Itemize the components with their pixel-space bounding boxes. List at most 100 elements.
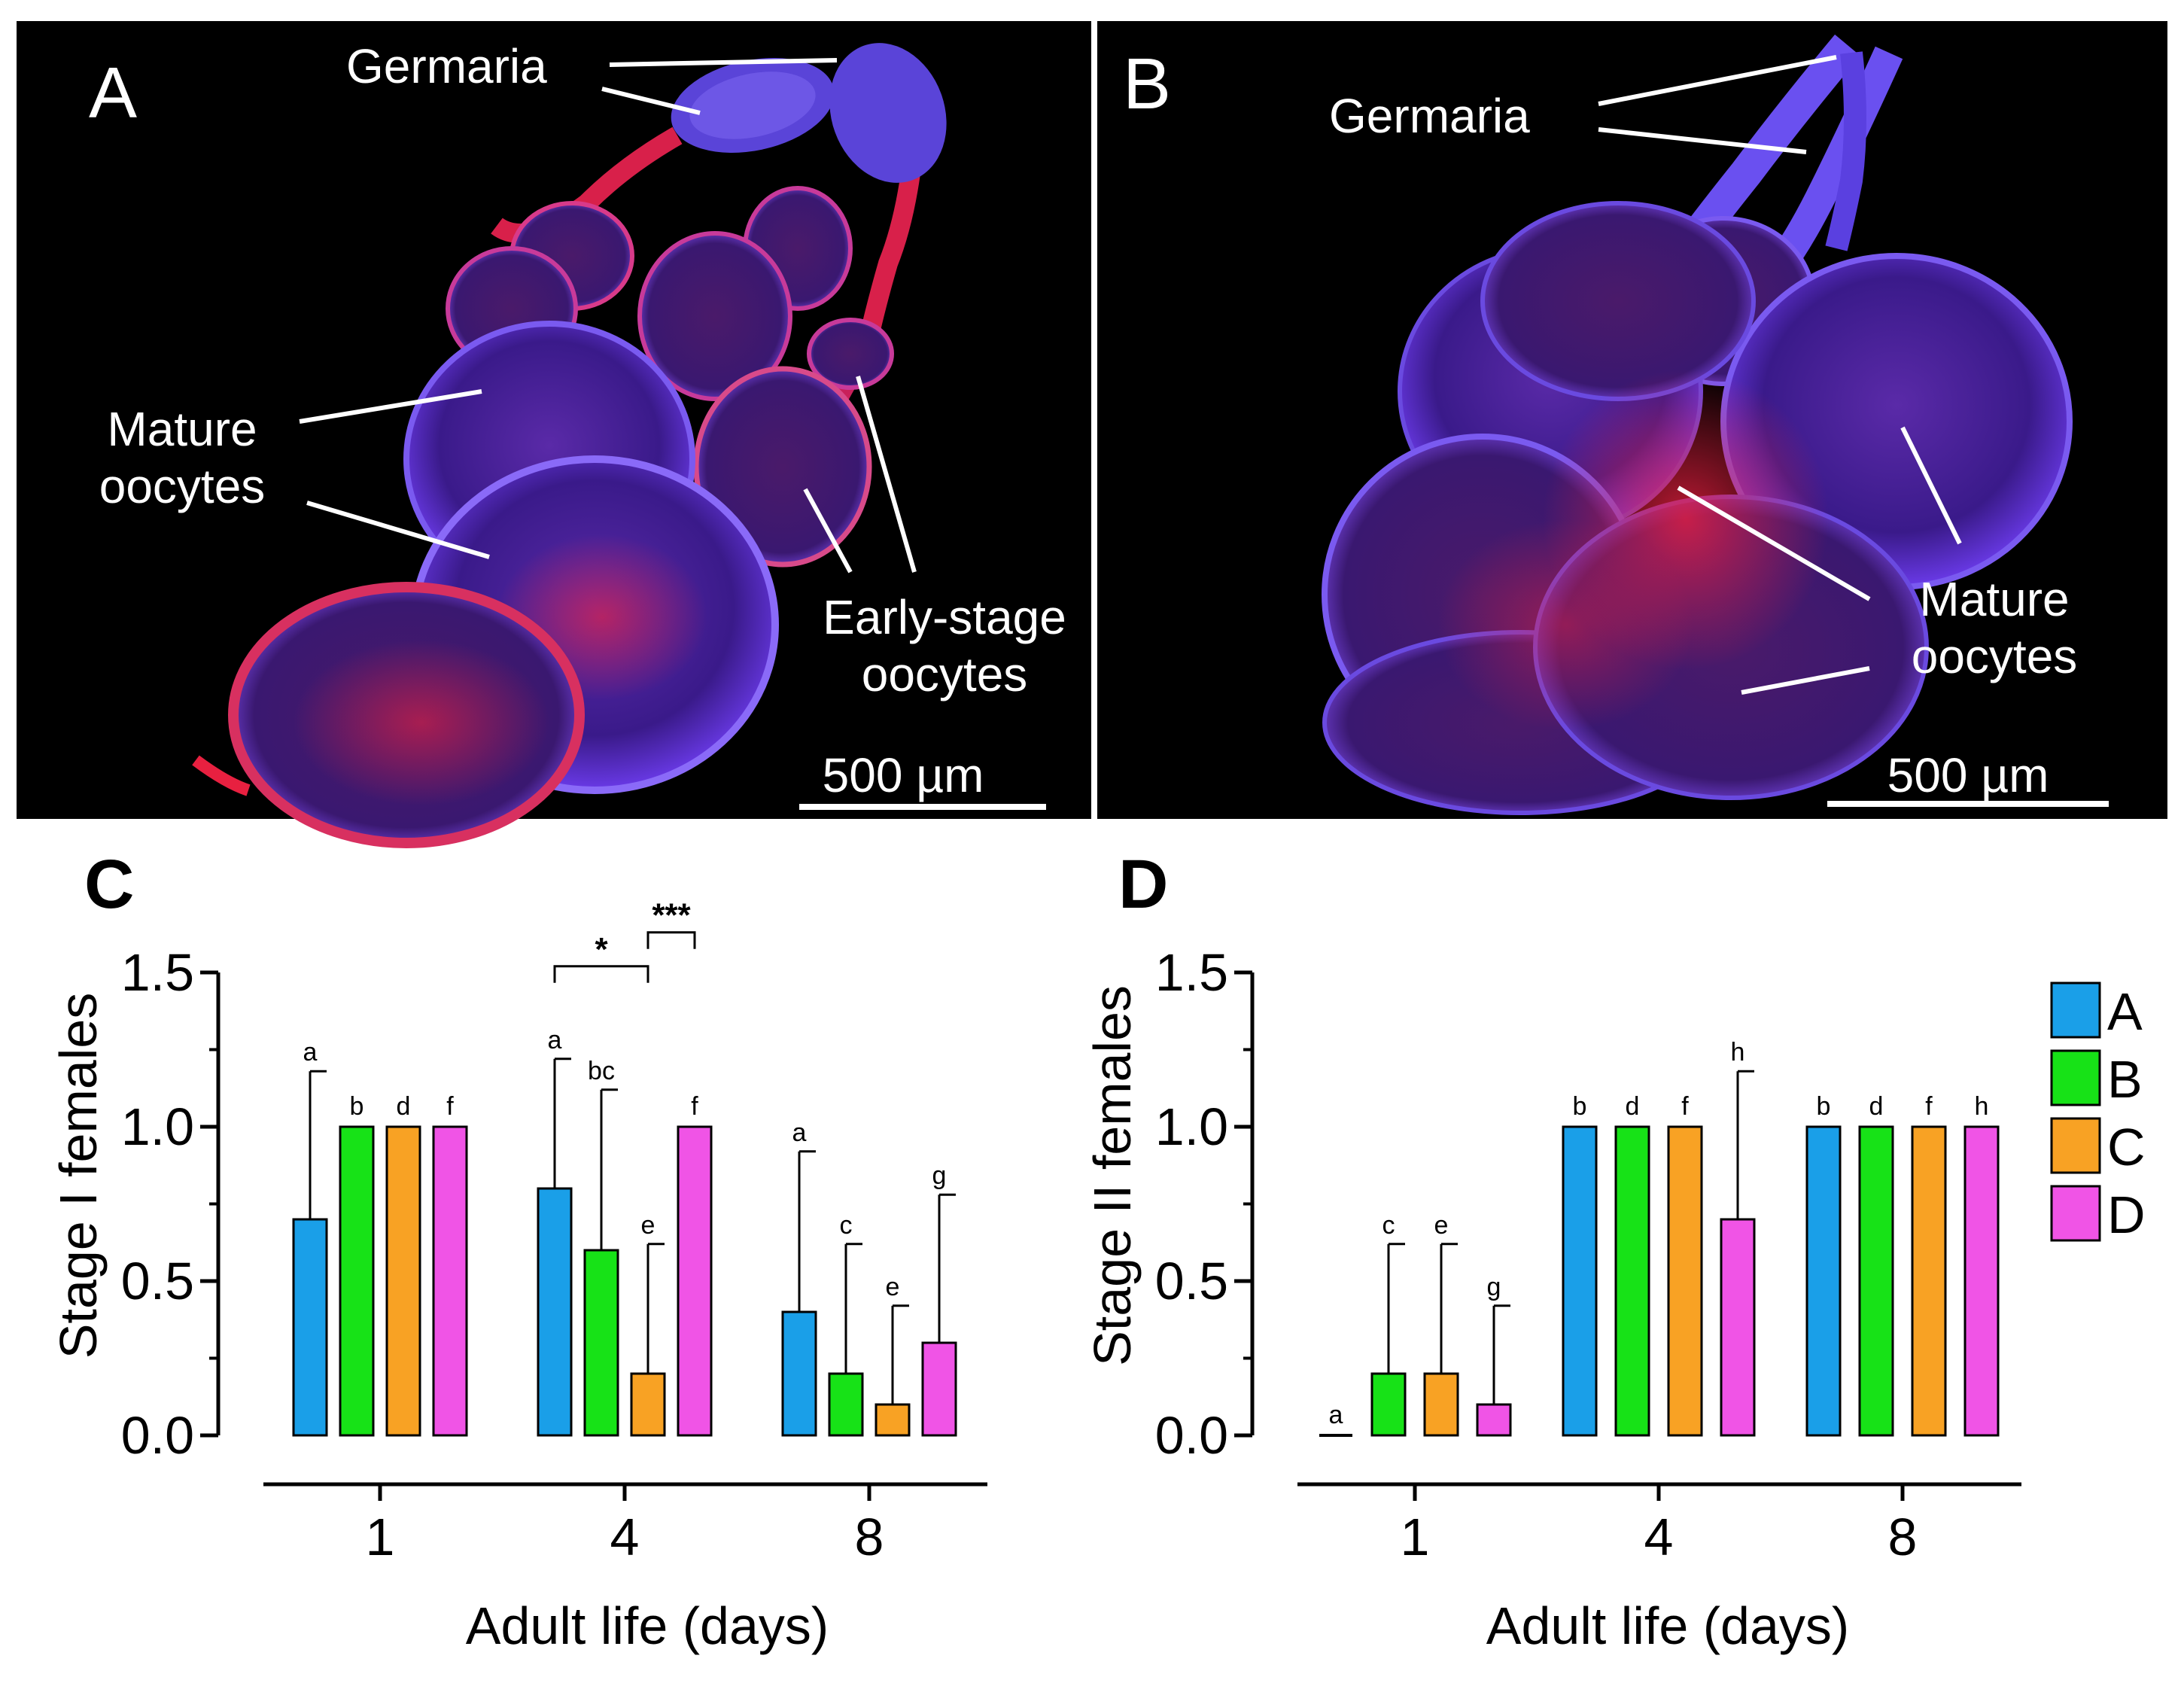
chart-c-bar-B-1 [339, 1125, 375, 1437]
legend-label-C: C [2107, 1118, 2146, 1176]
chart-c-y-tick-label: 1.5 [121, 943, 194, 1002]
chart-d-significance-letter: b [1573, 1092, 1587, 1121]
chart-c-significance-letter: c [840, 1211, 853, 1240]
panel-a-germaria-label: Germaria [346, 39, 547, 93]
chart-c-significance-letter: a [303, 1038, 318, 1067]
chart-c-x-tick-label: 1 [366, 1508, 395, 1566]
panel-a-pointer-lines [299, 58, 917, 574]
chart-d-significance-letter: g [1487, 1273, 1501, 1301]
chart-d-y-tick-label: 0.0 [1155, 1406, 1228, 1465]
chart-d-y-tick-label: 0.5 [1155, 1252, 1228, 1310]
chart-c-significance-stars: *** [652, 897, 691, 934]
chart-c-bar-B-8 [828, 1372, 864, 1437]
chart-d-significance-letter: f [1681, 1092, 1689, 1121]
panel-a-mature-label-line2: oocytes [99, 459, 266, 513]
chart-d-significance-letter: c [1382, 1211, 1395, 1240]
chart-d-x-tick-label: 4 [1644, 1508, 1674, 1566]
panel-b: B Germaria Mature oocytes 500 µm [1097, 21, 2167, 819]
panel-a-early-label-line1: Early-stage [823, 590, 1066, 644]
chart-c-significance-letter: f [691, 1092, 698, 1121]
chart-d-significance-letter: b [1817, 1092, 1831, 1121]
chart-c-significance-letter: b [350, 1092, 364, 1121]
chart-c-bar-D-8 [921, 1341, 957, 1437]
chart-c-y-tick-label: 0.0 [121, 1406, 194, 1465]
legend-swatch-D [2050, 1185, 2101, 1242]
chart-d-significance-letter: d [1869, 1092, 1884, 1121]
legend-label-A: A [2107, 982, 2143, 1041]
chart-c-significance-bracket [553, 965, 649, 983]
chart-c-x-tick-label: 8 [855, 1508, 884, 1566]
chart-c-y-tick-label: 1.0 [121, 1097, 194, 1156]
chart-d-significance-letter: e [1434, 1211, 1449, 1240]
chart-d-y-axis-label: Stage II females [1083, 985, 1142, 1366]
chart-c-significance-bracket [646, 931, 696, 949]
chart-c-significance-letter: a [548, 1026, 562, 1055]
chart-c-significance-letter: f [446, 1092, 454, 1121]
chart-d-significance-letter: d [1626, 1092, 1640, 1121]
chart-d-significance-letter: h [1975, 1092, 1989, 1121]
chart-c-significance-letter: d [397, 1092, 411, 1121]
chart-c-y-tick-label: 0.5 [121, 1252, 194, 1310]
chart-c-significance-letter: g [932, 1161, 947, 1190]
legend-label-B: B [2107, 1050, 2143, 1109]
chart-d-x-tick-label: 8 [1888, 1508, 1918, 1566]
chart-d-x-axis-label: Adult life (days) [1486, 1596, 1849, 1655]
panel-b-labels: B Germaria Mature oocytes 500 µm [1123, 44, 2077, 802]
chart-c-bar-D-1 [432, 1125, 468, 1437]
panel-b-scale-bar-label: 500 µm [1887, 748, 2049, 802]
chart-d-marks: 0.0 0.5 1.0 1.5 1 4 8 a b b c d d e f f g h h [1155, 943, 2021, 1566]
chart-d-bar-A-4 [1562, 1125, 1598, 1437]
chart-d-bar-B-8 [1858, 1125, 1894, 1437]
chart-d-y-tick-label: 1.0 [1155, 1097, 1228, 1156]
chart-c-bar-C-8 [875, 1403, 911, 1437]
chart-c-significance-letter: e [886, 1273, 900, 1301]
chart-c-bar-D-4 [677, 1125, 713, 1437]
panel-b-germaria-label: Germaria [1329, 89, 1530, 143]
chart-d-significance-letter: f [1925, 1092, 1933, 1121]
chart-d-bar-C-4 [1667, 1125, 1703, 1437]
panel-a-early-label-line2: oocytes [862, 647, 1028, 701]
chart-c-y-axis-label: Stage I females [49, 993, 108, 1359]
chart-c-bar-A-8 [781, 1310, 817, 1437]
chart-c-x-tick-label: 4 [610, 1508, 640, 1566]
legend-label-D: D [2107, 1185, 2146, 1244]
chart-d-bar-C-8 [1911, 1125, 1947, 1437]
chart-c: C Stage I females Adult life (days) 0.0 0… [49, 846, 987, 1655]
chart-c-significance-stars: * [595, 931, 608, 968]
panel-b-letter: B [1123, 44, 1171, 124]
panel-b-pointer-lines [1598, 55, 1962, 695]
chart-d-significance-letter: h [1731, 1038, 1745, 1067]
chart-d: D Stage II females Adult life (days) 0.0… [1083, 846, 2021, 1655]
chart-d-panel-letter: D [1118, 846, 1168, 923]
chart-c-bar-B-4 [583, 1249, 619, 1437]
chart-c-significance-letter: bc [588, 1057, 615, 1085]
chart-d-bar-D-1 [1476, 1403, 1512, 1437]
panel-b-ovary-image [1322, 34, 2073, 815]
chart-d-bar-A-8 [1805, 1125, 1842, 1437]
panel-a-ovary-image [192, 43, 947, 848]
panel-a-letter: A [89, 53, 137, 133]
chart-c-x-axis-label: Adult life (days) [466, 1596, 829, 1655]
chart-c-significance-letter: a [792, 1118, 807, 1147]
chart-d-y-tick-label: 1.5 [1155, 943, 1228, 1002]
chart-c-panel-letter: C [84, 846, 134, 923]
chart-c-bar-A-1 [292, 1218, 328, 1437]
chart-d-bar-D-4 [1720, 1218, 1756, 1437]
chart-d-bar-C-1 [1423, 1372, 1459, 1437]
panel-a-scale-bar-label: 500 µm [823, 748, 984, 802]
chart-d-bar-B-1 [1370, 1372, 1407, 1437]
legend-swatch-A [2050, 981, 2101, 1039]
chart-d-x-tick-label: 1 [1401, 1508, 1430, 1566]
chart-d-bar-B-4 [1614, 1125, 1650, 1437]
chart-c-bar-A-4 [537, 1187, 573, 1437]
chart-c-bar-C-4 [630, 1372, 666, 1437]
panel-a-mature-label-line1: Mature [107, 402, 257, 456]
chart-d-bar-D-8 [1963, 1125, 2000, 1437]
panel-b-mature-label-line2: oocytes [1912, 629, 2078, 683]
legend-swatch-C [2050, 1117, 2101, 1174]
chart-d-significance-letter: a [1329, 1401, 1343, 1429]
chart-c-bar-C-1 [385, 1125, 421, 1437]
